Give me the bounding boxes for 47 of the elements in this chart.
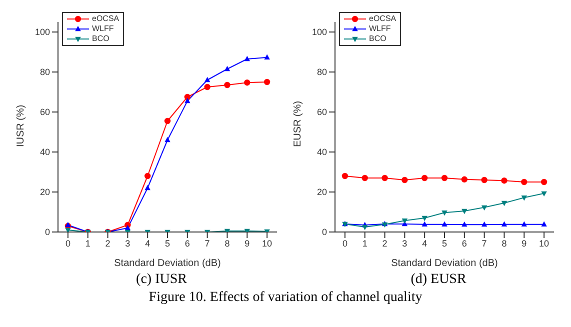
x-tick-label: 8 [224, 238, 230, 248]
x-tick-label: 2 [105, 238, 110, 248]
text: (d) EUSR [410, 272, 468, 288]
x-tick-label: 4 [145, 238, 150, 248]
legend-label: BCO [92, 34, 110, 44]
y-tick-label: 0 [44, 227, 50, 238]
x-tick-label: 1 [362, 238, 368, 248]
y-tick-label: 100 [34, 27, 50, 38]
x-tick-label: 5 [164, 238, 170, 248]
x-tick-label: 9 [244, 238, 250, 248]
x-tick-label: 6 [184, 238, 190, 248]
x-tick-label: 6 [462, 238, 467, 248]
y-tick-label: 40 [316, 147, 327, 158]
y-tick-label: 80 [316, 67, 327, 78]
y-tick-label: 20 [40, 187, 50, 198]
y-tick-label: 100 [312, 27, 327, 38]
caption: Figure 10. Effects of variation of channel quality [148, 290, 424, 306]
y-tick-label: 80 [40, 67, 50, 78]
x-tick-label: 3 [125, 238, 130, 248]
x-tick-label: 10 [539, 238, 550, 248]
y-tick-label: 60 [316, 107, 327, 118]
y-tick-label: 0 [322, 227, 327, 238]
y-tick-label: 20 [316, 187, 327, 198]
x-tick-label: 0 [65, 238, 70, 248]
x-tick-label: 5 [442, 238, 448, 248]
y-tick-label: 60 [40, 107, 50, 118]
x-tick-label: 1 [85, 238, 90, 248]
y-axis-title: EUSR (%) [292, 100, 304, 147]
legend-label: WLFF [369, 24, 391, 34]
text: (c) IUSR [135, 272, 188, 288]
y-axis-title: IUSR (%) [16, 104, 27, 147]
legend-label: eOCSA [369, 14, 396, 24]
x-axis-title: Standard Deviation (dB) [114, 258, 221, 269]
legend-label: BCO [369, 34, 386, 44]
x-tick-label: 7 [482, 238, 487, 248]
x-tick-label: 8 [502, 238, 507, 248]
x-tick-label: 10 [262, 238, 272, 248]
x-tick-label: 3 [402, 238, 408, 248]
legend-label: eOCSA [92, 14, 120, 24]
x-axis-title: Standard Deviation (dB) [391, 258, 498, 269]
y-tick-label: 40 [40, 147, 50, 158]
x-tick-label: 4 [422, 238, 428, 248]
x-tick-label: 9 [522, 238, 527, 248]
legend-label: WLFF [92, 24, 114, 34]
x-tick-label: 7 [204, 238, 210, 248]
x-tick-label: 0 [342, 238, 348, 248]
x-tick-label: 2 [382, 238, 388, 248]
